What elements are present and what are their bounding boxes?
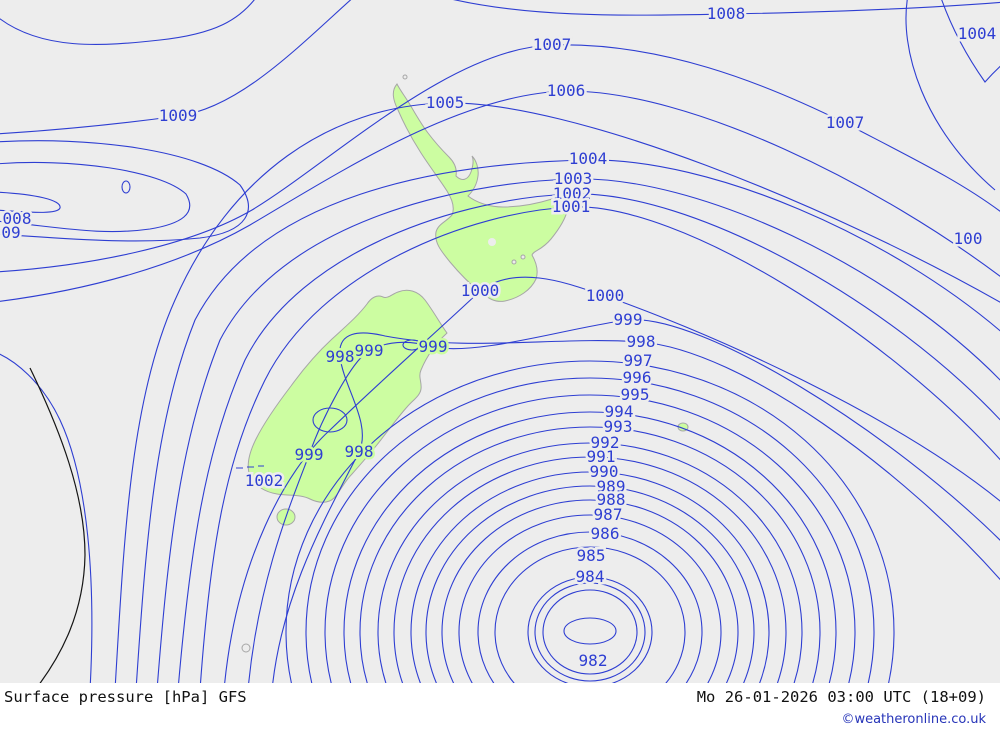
isobar-label: 999 bbox=[614, 310, 643, 329]
isobar-label: 988 bbox=[597, 490, 626, 509]
isobar-label: 999 bbox=[419, 337, 448, 356]
isobar-west-flank bbox=[0, 353, 93, 683]
isobar-label: 991 bbox=[587, 447, 616, 466]
isobar-rings-low bbox=[285, 360, 895, 683]
isobar-label: 008 bbox=[3, 209, 32, 228]
isobar-label: 989 bbox=[597, 477, 626, 496]
islet bbox=[511, 259, 517, 265]
isobar-label: 1000 bbox=[461, 281, 500, 300]
isobar-high-left bbox=[0, 0, 352, 242]
isobar-label: 998 bbox=[326, 347, 355, 366]
isobar-label: 1005 bbox=[426, 93, 465, 112]
isobar-label: 1006 bbox=[547, 81, 586, 100]
isobar-label: 990 bbox=[590, 462, 619, 481]
isobar-label: 1004 bbox=[569, 149, 608, 168]
isobar-label: 986 bbox=[591, 524, 620, 543]
islet bbox=[520, 254, 526, 260]
isobar-label: 100 bbox=[954, 229, 983, 248]
isobar-label: 1009 bbox=[159, 106, 198, 125]
isobar-label: 982 bbox=[579, 651, 608, 670]
isobar-detail-south-island bbox=[236, 339, 422, 469]
isobar-label: 1003 bbox=[554, 169, 593, 188]
map-area: 1008 1004 1007 1006 1005 1009 1007 1004 1003 1002… bbox=[0, 0, 1000, 683]
isobar-label: 1000 bbox=[586, 286, 625, 305]
isobar-label: 1007 bbox=[533, 35, 572, 54]
isobar-label: 996 bbox=[623, 368, 652, 387]
isobar-label: 998 bbox=[627, 332, 656, 351]
isobar-label: 1008 bbox=[707, 4, 746, 23]
isobar-label: 995 bbox=[621, 385, 650, 404]
isobar-label: 997 bbox=[624, 351, 653, 370]
isobar-label: 1002 bbox=[553, 184, 592, 203]
isobar-label: 09 bbox=[1, 223, 20, 242]
isobar-label: 1001 bbox=[552, 197, 591, 216]
isobar-label: 1004 bbox=[958, 24, 997, 43]
isobar-open-curves bbox=[0, 0, 1000, 683]
isobar-label: 993 bbox=[604, 417, 633, 436]
islet bbox=[241, 643, 251, 653]
map-timestamp: Mo 26-01-2026 03:00 UTC (18+09) bbox=[696, 688, 986, 706]
isobar-label: 999 bbox=[355, 341, 384, 360]
north-island bbox=[392, 83, 569, 302]
isobar-label: 1007 bbox=[826, 113, 865, 132]
isobar-label: 999 bbox=[295, 445, 324, 464]
south-island bbox=[247, 289, 448, 503]
isobar-label: 998 bbox=[345, 442, 374, 461]
credit-link[interactable]: ©weatheronline.co.uk bbox=[841, 712, 986, 727]
status-bar: Surface pressure [hPa] GFS Mo 26-01-2026… bbox=[0, 683, 1000, 733]
islet bbox=[402, 74, 408, 80]
map-title: Surface pressure [hPa] GFS bbox=[4, 688, 247, 706]
isobar-label: 994 bbox=[605, 402, 634, 421]
isobar-label: 984 bbox=[576, 567, 605, 586]
lake-taupo bbox=[488, 238, 496, 246]
isobar-label: 987 bbox=[594, 505, 623, 524]
isobar-label: 1002 bbox=[245, 471, 284, 490]
black-contour bbox=[29, 367, 86, 683]
isobar-label: 985 bbox=[577, 546, 606, 565]
isobar-label: 992 bbox=[591, 433, 620, 452]
